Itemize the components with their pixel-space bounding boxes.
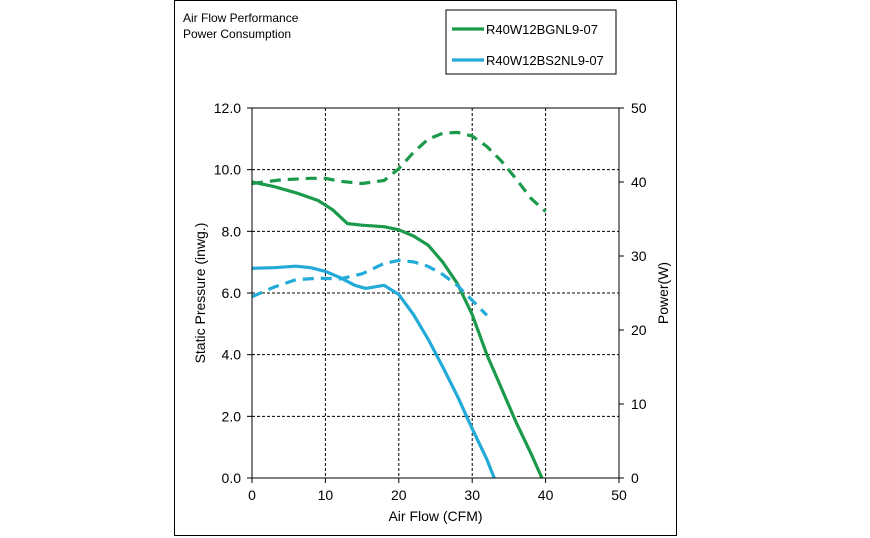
y-axis-title: Static Pressure (inwg.) [192,223,208,364]
y2-tick-label: 0 [631,470,639,486]
x-axis-title: Air Flow (CFM) [388,508,482,524]
y-tick-label: 2.0 [222,408,242,424]
y-tick-label: 8.0 [222,223,242,239]
y2-tick-label: 20 [631,322,647,338]
y-tick-label: 0.0 [222,470,242,486]
grid [252,108,619,478]
x-tick-label: 20 [391,487,407,503]
legend-box [445,9,617,75]
series-line-3 [251,264,496,479]
series-line-4 [251,258,489,317]
x-tick-label: 40 [538,487,554,503]
y-tick-label: 10.0 [214,162,241,178]
y-tick-label: 12.0 [214,100,241,116]
series-layer [251,130,547,479]
y-tick-label: 6.0 [222,285,242,301]
legend: R40W12BGNL9-07 R40W12BS2NL9-07 [445,9,617,75]
x-tick-label: 30 [464,487,480,503]
y2-axis-title: Power(W) [655,262,671,324]
legend-label-1: R40W12BGNL9-07 [486,22,598,37]
y2-tick-label: 50 [631,100,647,116]
x-tick-label: 10 [318,487,334,503]
axes: 0 10 20 30 40 50 0.0 2.0 4.0 6.0 8.0 10.0 12.0 0 10 20 3… [192,100,671,524]
y2-tick-label: 10 [631,396,647,412]
chart-note-power: Power Consumption [183,27,292,41]
y-tick-label: 4.0 [222,347,242,363]
y2-tick-label: 40 [631,174,647,190]
series-line-2 [251,130,547,213]
x-tick-label: 50 [611,487,627,503]
y2-tick-label: 30 [631,248,647,264]
legend-label-2: R40W12BS2NL9-07 [486,53,604,68]
series-line-1 [251,180,544,479]
x-tick-label: 0 [248,487,256,503]
chart-note-airflow: Air Flow Performance [183,11,299,25]
